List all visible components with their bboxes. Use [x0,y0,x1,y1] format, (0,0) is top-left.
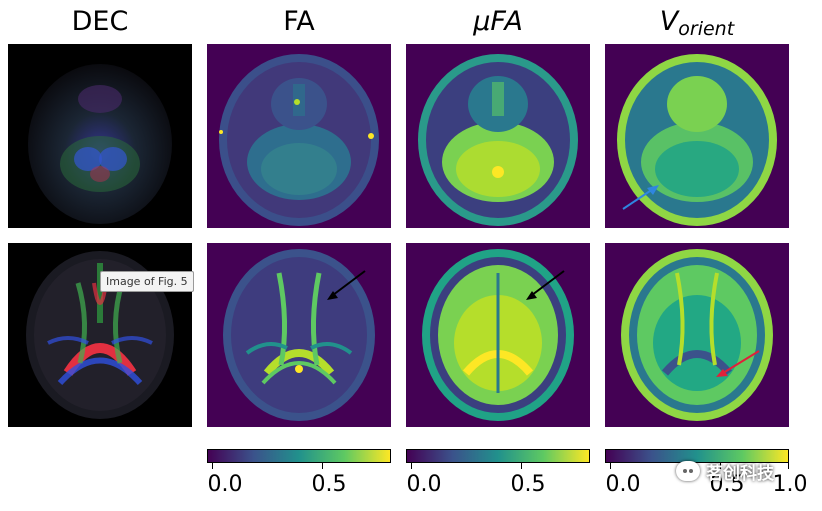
colorbar-mufa-tick-1 [521,463,522,469]
colorbar-mufa [406,449,590,463]
watermark-text: 茗创科技 [706,463,774,484]
fa-panel-top [207,44,391,228]
vorient-panel-top [605,44,789,228]
colorbar-mufa-tick-label-0: 0.0 [406,472,442,497]
watermark: 茗创科技 [676,458,774,484]
blue-arrow-shaft [622,188,654,210]
blue-arrow-icon [647,185,659,195]
colorbar-vorient-tick-2 [788,463,789,469]
colorbar-fa [207,449,391,463]
colorbar-vorient-tick-label-1: 0.5 [709,472,745,497]
image-tooltip: Image of Fig. 5 [100,271,194,292]
vorient-panel-bottom [605,243,789,427]
colorbar-vorient-tick-1 [720,463,721,469]
vorient-title-main: V [659,6,679,37]
dec-panel-top [8,44,192,228]
colorbar-fa-tick-1 [322,463,323,469]
red-arrow-icon [716,369,728,377]
black-arrow-icon-fa [327,291,338,300]
colorbar-vorient-tick-0 [610,463,611,469]
black-arrow-icon-mufa [526,291,537,300]
column-title-vorient: Vorient [605,4,789,40]
colorbar-mufa-tick-0 [411,463,412,469]
black-arrow-shaft-mufa [531,270,565,296]
black-arrow-shaft-fa [332,270,366,296]
column-title-fa: FA [283,6,315,37]
colorbar-vorient-tick-label-0: 0.0 [605,472,641,497]
colorbar-vorient-tick-label-2: 1.0 [772,472,808,497]
column-title-dec: DEC [71,6,129,37]
red-arrow-shaft [722,350,760,374]
colorbar-fa-tick-0 [212,463,213,469]
chat-bubble-icon [676,461,700,481]
mufa-panel-bottom [406,243,590,427]
colorbar-vorient [605,449,789,463]
colorbar-mufa-tick-label-1: 0.5 [510,472,546,497]
mufa-panel-top [406,44,590,228]
vorient-title-sub: orient [678,18,735,40]
colorbar-fa-tick-label-0: 0.0 [207,472,243,497]
fa-panel-bottom [207,243,391,427]
column-title-mufa: μFA [473,6,523,37]
colorbar-fa-tick-label-1: 0.5 [311,472,347,497]
